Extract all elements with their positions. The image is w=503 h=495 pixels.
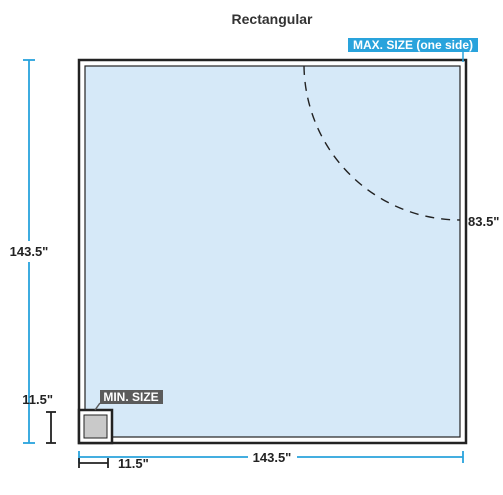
min-size-pointer [94, 402, 101, 411]
min-height-dimension [46, 411, 56, 444]
max-size-badge: MAX. SIZE (one side) [348, 38, 478, 52]
height-dimension [23, 59, 35, 444]
min-width-label: 11.5" [118, 456, 149, 471]
radius-arc [303, 65, 461, 221]
max-size-panel [77, 58, 468, 445]
min-width-dimension [78, 458, 109, 468]
min-size-label: MIN. SIZE [103, 390, 158, 404]
radius-label: 83.5" [468, 214, 499, 229]
min-size-badge: MIN. SIZE [100, 390, 163, 404]
min-height-label: 11.5" [22, 392, 53, 407]
diagram-title: Rectangular [232, 11, 313, 27]
width-label: 143.5" [253, 450, 292, 465]
min-size-panel [77, 408, 114, 445]
max-size-label: MAX. SIZE (one side) [353, 38, 473, 52]
height-label: 143.5" [10, 244, 49, 259]
panel-glass [84, 65, 461, 438]
